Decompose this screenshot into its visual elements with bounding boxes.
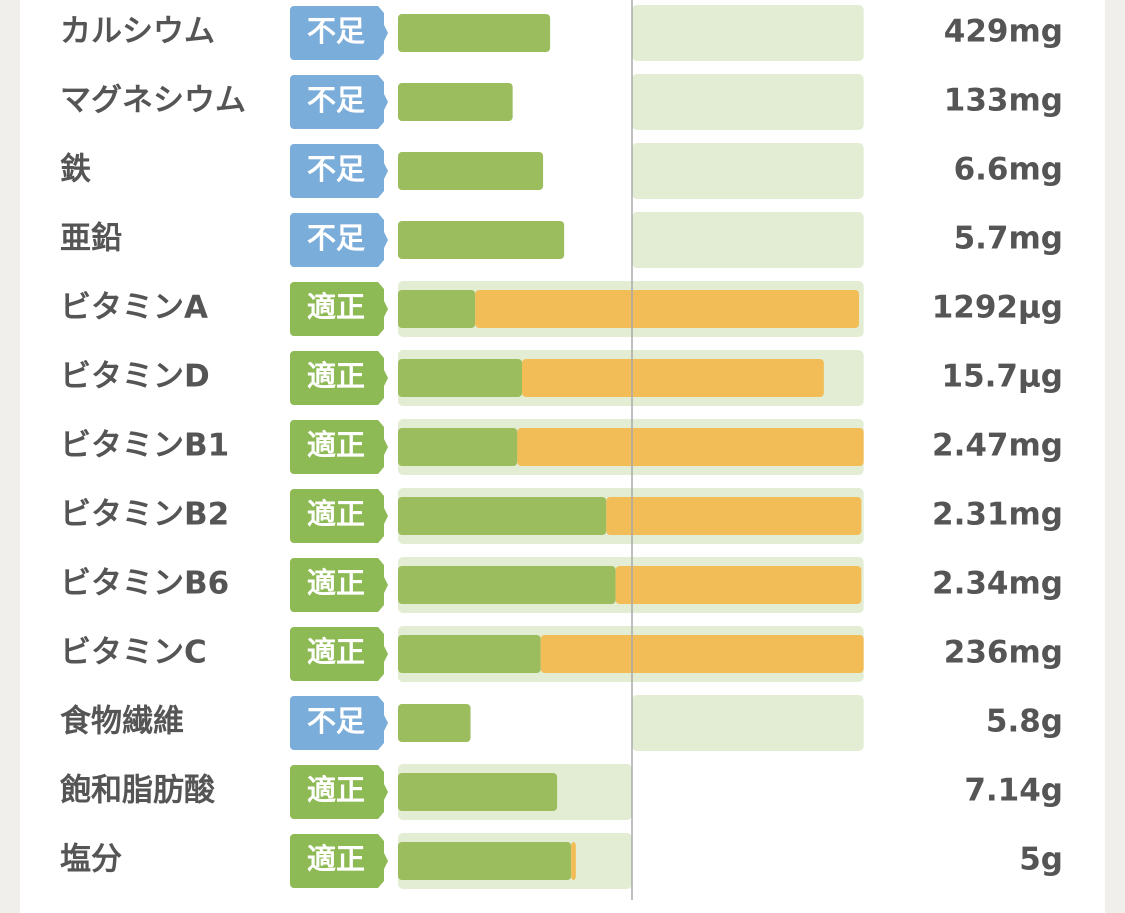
status-label: 不足: [307, 221, 365, 255]
status-label: 不足: [307, 83, 365, 117]
target-range: [632, 143, 864, 199]
target-range: [632, 212, 864, 268]
bar-extra: [615, 566, 862, 604]
bar: [398, 152, 544, 190]
status-label: 適正: [307, 842, 365, 876]
amount: 1292µg: [932, 290, 1063, 326]
bar-extra: [571, 842, 576, 880]
status-badge: [290, 558, 388, 612]
amount: 5g: [1019, 842, 1063, 878]
amount: 5.7mg: [954, 221, 1063, 257]
status-label: 適正: [307, 635, 365, 669]
bar: [398, 842, 572, 880]
bar-extra: [522, 359, 824, 397]
status-label: 不足: [307, 152, 365, 186]
status-label: 適正: [307, 497, 365, 531]
nutrient-name: ビタミンB6: [60, 566, 229, 602]
nutrient-name: 塩分: [60, 842, 122, 878]
status-badge: [290, 351, 388, 405]
bar: [398, 83, 513, 121]
amount: 7.14g: [964, 773, 1063, 809]
status-label: 適正: [307, 290, 365, 324]
status-badge: [290, 420, 388, 474]
amount: 5.8g: [986, 704, 1063, 740]
nutrient-name: 鉄: [60, 152, 91, 188]
bar: [398, 704, 471, 742]
nutrient-name: 食物繊維: [60, 704, 184, 740]
nutrient-name: ビタミンB2: [60, 497, 229, 533]
nutrient-name: ビタミンB1: [60, 428, 229, 464]
amount: 15.7µg: [942, 359, 1064, 395]
status-badge: [290, 213, 388, 267]
target-range: [632, 5, 864, 61]
status-badge: [290, 6, 388, 60]
status-badge: [290, 282, 388, 336]
nutrient-name: ビタミンC: [60, 635, 207, 671]
nutrient-name: ビタミンD: [60, 359, 210, 395]
status-badge: [290, 834, 388, 888]
status-badge: [290, 696, 388, 750]
bar: [398, 290, 476, 328]
amount: 236mg: [944, 635, 1063, 671]
bar: [398, 566, 616, 604]
bar-extra: [475, 290, 859, 328]
bar: [398, 497, 607, 535]
status-label: 不足: [307, 14, 365, 48]
bar-extra: [540, 635, 864, 673]
bar: [398, 14, 551, 52]
status-label: 不足: [307, 704, 365, 738]
target-range: [632, 74, 864, 130]
nutrient-name: カルシウム: [60, 14, 215, 50]
amount: 6.6mg: [954, 152, 1063, 188]
bar: [398, 635, 541, 673]
bar: [398, 773, 558, 811]
status-label: 適正: [307, 566, 365, 600]
status-badge: [290, 627, 388, 681]
target-range: [632, 695, 864, 751]
amount: 133mg: [944, 83, 1063, 119]
bar: [398, 359, 523, 397]
bar: [398, 221, 565, 259]
bar-extra: [606, 497, 862, 535]
nutrient-name: マグネシウム: [60, 83, 246, 119]
status-label: 適正: [307, 428, 365, 462]
bar-extra: [517, 428, 864, 466]
bar: [398, 428, 518, 466]
nutrient-name: ビタミンA: [60, 290, 208, 326]
status-badge: [290, 765, 388, 819]
amount: 429mg: [944, 14, 1063, 50]
amount: 2.47mg: [932, 428, 1063, 464]
amount: 2.31mg: [932, 497, 1063, 533]
amount: 2.34mg: [932, 566, 1063, 602]
nutrient-name: 飽和脂肪酸: [60, 773, 216, 809]
status-label: 適正: [307, 773, 365, 807]
status-badge: [290, 489, 388, 543]
status-badge: [290, 144, 388, 198]
nutrient-name: 亜鉛: [60, 221, 122, 257]
status-label: 適正: [307, 359, 365, 393]
status-badge: [290, 75, 388, 129]
